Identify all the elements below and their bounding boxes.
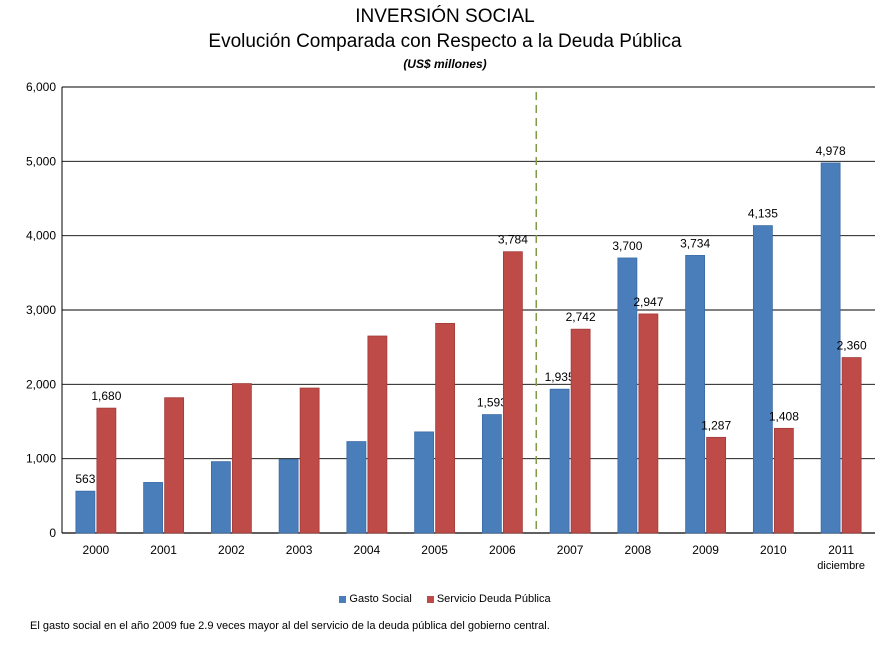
bar-gasto-social (549, 388, 570, 534)
data-label: 2,360 (837, 339, 867, 353)
y-tick-label: 6,000 (26, 80, 56, 94)
data-label: 1,593 (477, 396, 507, 410)
bar-servicio-deuda (96, 407, 117, 534)
bar-servicio-deuda (231, 383, 252, 534)
chart-unit-label: (US$ millones) (403, 57, 487, 71)
bar-servicio-deuda (164, 397, 185, 534)
data-label: 1,680 (91, 389, 121, 403)
legend-item-servicio-deuda: Servicio Deuda Pública (426, 593, 551, 605)
footnote: El gasto social en el año 2009 fue 2.9 v… (30, 620, 550, 632)
y-tick-label: 5,000 (26, 154, 56, 168)
x-tick-label: 2004 (354, 543, 381, 557)
bar-gasto-social (210, 461, 231, 534)
data-label: 4,978 (816, 144, 846, 158)
y-tick-label: 1,000 (26, 452, 56, 466)
data-label: 2,742 (566, 310, 596, 324)
bar-servicio-deuda (706, 436, 727, 534)
bar-gasto-social (685, 255, 706, 534)
legend-label-servicio-deuda: Servicio Deuda Pública (436, 593, 551, 605)
data-label: 1,287 (701, 418, 731, 432)
x-tick-label: 2003 (286, 543, 313, 557)
bar-gasto-social (143, 482, 164, 534)
legend-swatch-servicio-deuda (426, 595, 434, 603)
x-tick-sublabel: diciembre (817, 560, 865, 572)
y-tick-label: 0 (49, 526, 56, 540)
bar-servicio-deuda (638, 313, 659, 534)
y-tick-label: 4,000 (26, 229, 56, 243)
chart-title: INVERSIÓN SOCIAL (355, 6, 535, 27)
bar-gasto-social (481, 414, 502, 534)
legend-swatch-gasto-social (339, 595, 347, 603)
bar-gasto-social (414, 431, 435, 534)
legend-label-gasto-social: Gasto Social (349, 593, 412, 605)
x-tick-label: 2008 (625, 543, 652, 557)
x-tick-label: 2000 (83, 543, 110, 557)
data-label: 1,935 (545, 370, 575, 384)
legend-item-gasto-social: Gasto Social (339, 593, 412, 605)
data-label: 3,784 (498, 233, 528, 247)
bar-gasto-social (278, 459, 299, 534)
data-label: 4,135 (748, 207, 778, 221)
bar-gasto-social (75, 490, 96, 534)
x-tick-label: 2007 (557, 543, 584, 557)
bar-gasto-social (820, 162, 841, 534)
bar-gasto-social (752, 225, 773, 534)
bar-servicio-deuda (841, 357, 862, 534)
data-label: 563 (75, 472, 95, 486)
data-label: 2,947 (633, 295, 663, 309)
bar-servicio-deuda (570, 328, 591, 534)
x-tick-label: 2002 (218, 543, 245, 557)
x-tick-label: 2011 (828, 543, 854, 557)
data-label: 1,408 (769, 409, 799, 423)
bar-gasto-social (617, 257, 638, 534)
y-tick-label: 3,000 (26, 303, 56, 317)
bar-servicio-deuda (299, 387, 320, 534)
data-label: 3,700 (612, 239, 642, 253)
x-tick-label: 2005 (421, 543, 448, 557)
bar-servicio-deuda (367, 335, 388, 534)
x-tick-label: 2001 (150, 543, 177, 557)
y-tick-label: 2,000 (26, 377, 56, 391)
bar-gasto-social (346, 441, 367, 534)
chart-subtitle: Evolución Comparada con Respecto a la De… (208, 31, 682, 52)
x-tick-label: 2006 (489, 543, 516, 557)
x-tick-label: 2010 (760, 543, 787, 557)
bar-servicio-deuda (773, 427, 794, 534)
bar-servicio-deuda (502, 251, 523, 534)
chart-legend: Gasto Social Servicio Deuda Pública (0, 593, 890, 605)
bar-servicio-deuda (435, 322, 456, 534)
x-tick-label: 2009 (692, 543, 719, 557)
data-label: 3,734 (680, 236, 710, 250)
bar-chart: 0 1,000 2,000 3,000 4,000 5,000 6,000 563 1,680 2… (26, 80, 875, 572)
